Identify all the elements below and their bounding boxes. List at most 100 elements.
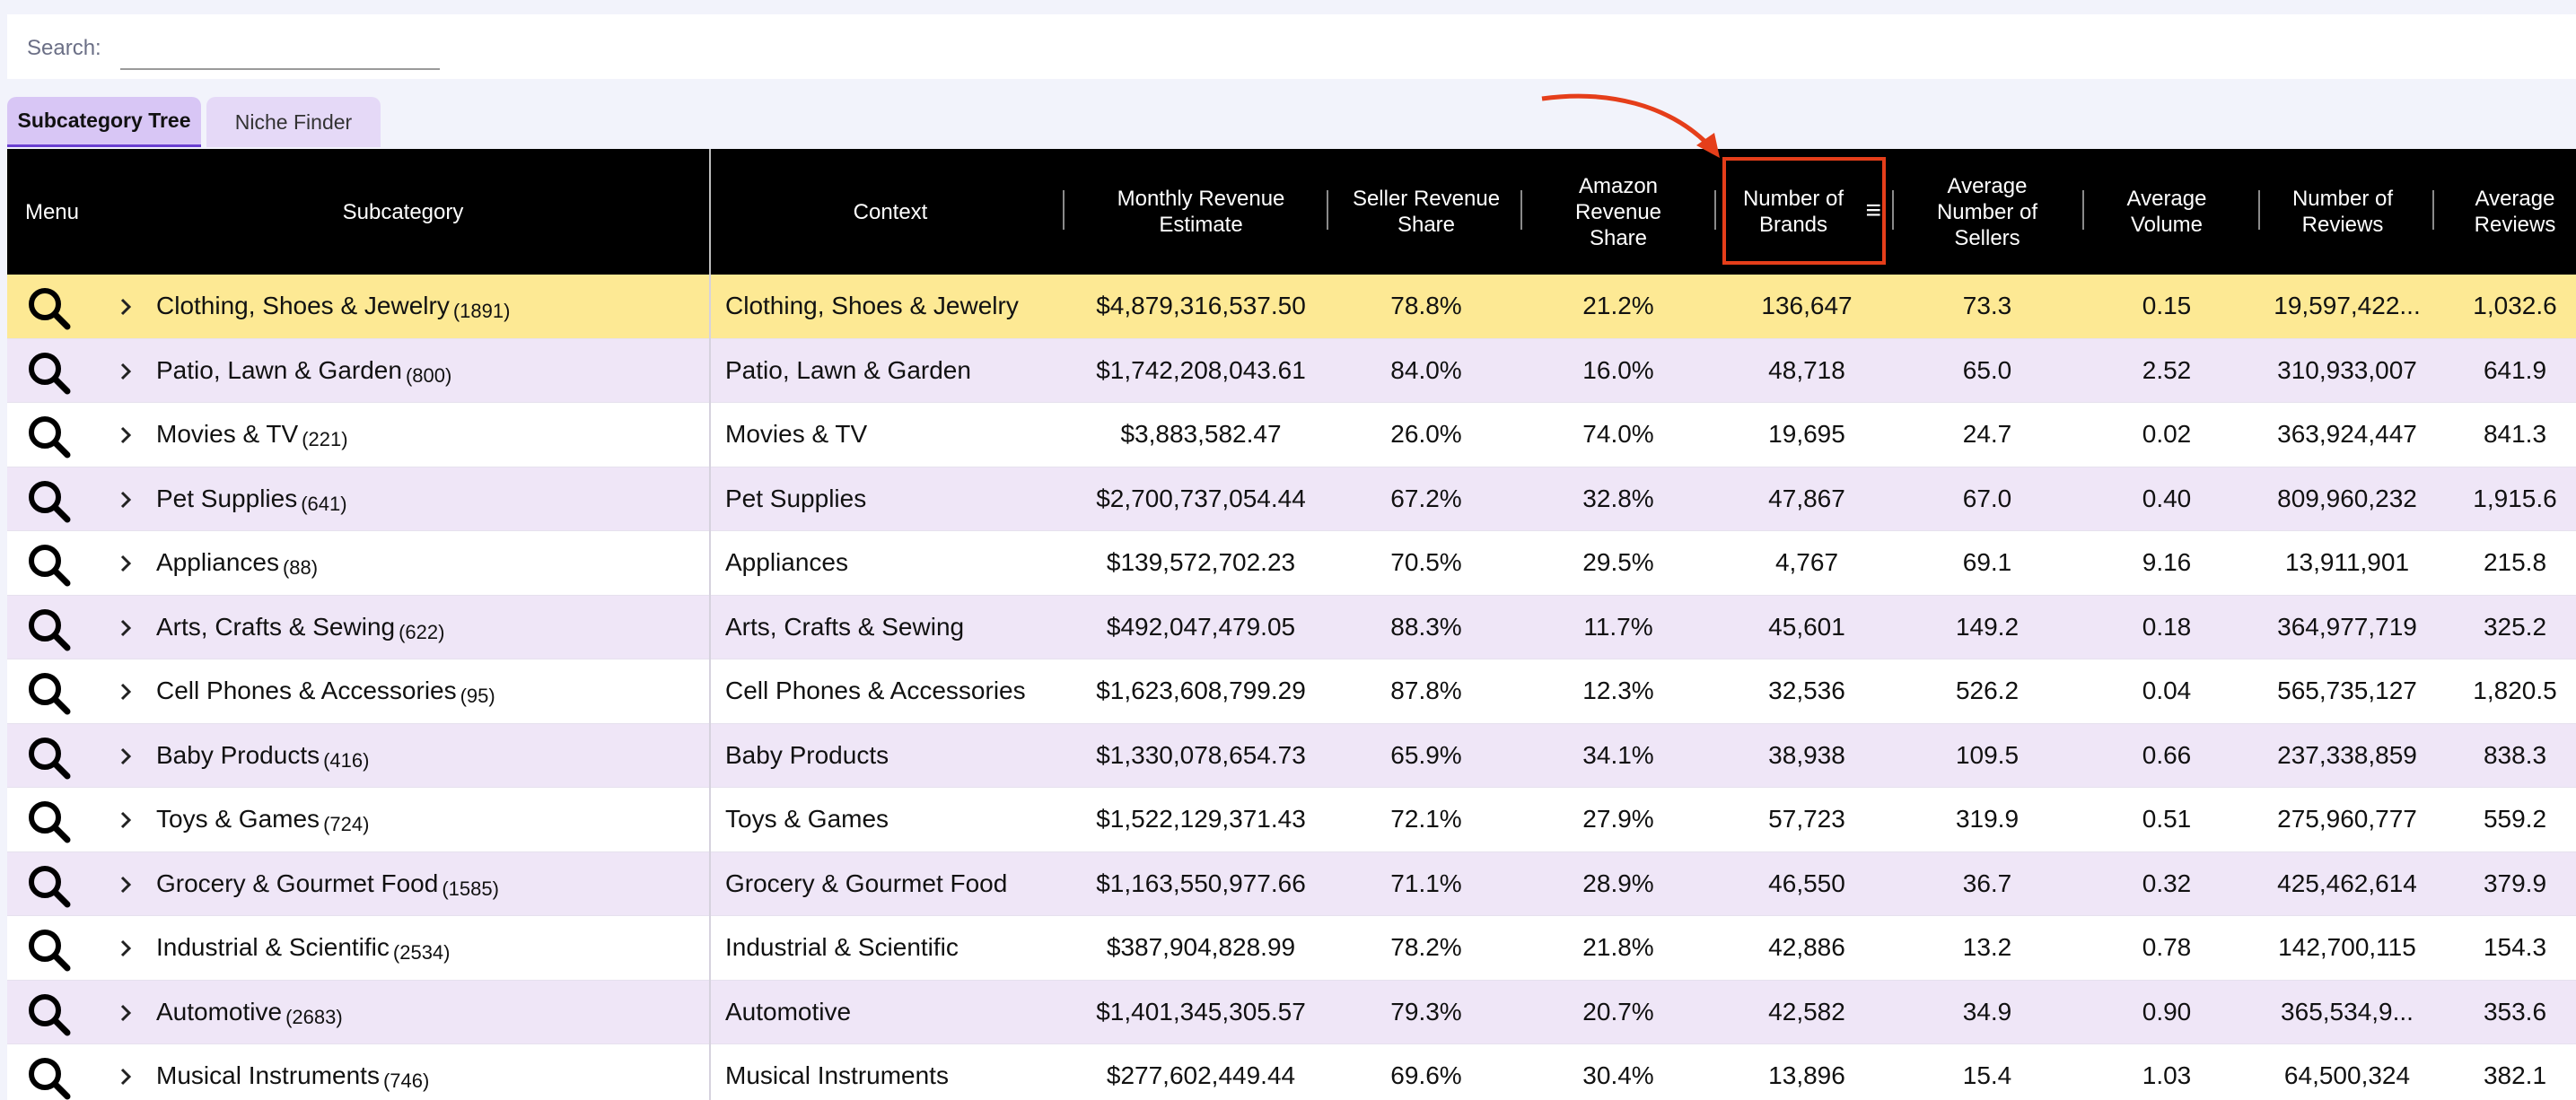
- revenue-cell: $1,401,345,305.57: [1096, 997, 1306, 1026]
- search-icon[interactable]: [25, 670, 72, 715]
- column-resize-handle[interactable]: [1892, 190, 1894, 230]
- table-row[interactable]: Grocery & Gourmet Food (1585) Grocery & …: [7, 851, 2576, 916]
- column-resize-handle[interactable]: [1520, 190, 1522, 230]
- table-row[interactable]: Cell Phones & Accessories (95) Cell Phon…: [7, 659, 2576, 724]
- table-row[interactable]: Appliances (88) Appliances $139,572,702.…: [7, 531, 2576, 596]
- search-icon[interactable]: [25, 735, 72, 780]
- subcategory-cell[interactable]: Movies & TV (221): [156, 403, 695, 466]
- avg-sellers-cell: 526.2: [1955, 677, 2020, 704]
- column-header-subcategory[interactable]: Subcategory: [342, 199, 464, 224]
- context-cell: Automotive: [725, 997, 852, 1026]
- table-row[interactable]: Pet Supplies (641) Pet Supplies $2,700,7…: [7, 467, 2576, 531]
- subcategory-cell[interactable]: Baby Products (416): [156, 724, 695, 787]
- column-header-context[interactable]: Context: [853, 199, 928, 224]
- search-input[interactable]: [120, 34, 440, 70]
- avg-reviews-cell: 1,032.6: [2473, 292, 2557, 319]
- column-header-seller-share[interactable]: Seller Revenue Share: [1352, 187, 1501, 237]
- search-icon[interactable]: [25, 350, 72, 395]
- brands-cell: 46,550: [1768, 869, 1845, 897]
- column-header-num-reviews[interactable]: Number of Reviews: [2291, 187, 2394, 237]
- chevron-right-icon[interactable]: [115, 615, 136, 641]
- tab-subcategory-tree[interactable]: Subcategory Tree: [7, 97, 201, 147]
- subcategory-name: Cell Phones & Accessories: [156, 677, 457, 704]
- search-icon[interactable]: [25, 863, 72, 908]
- chevron-right-icon[interactable]: [115, 423, 136, 448]
- subcategory-name: Toys & Games: [156, 805, 320, 833]
- chevron-right-icon[interactable]: [115, 294, 136, 319]
- grid-body: Clothing, Shoes & Jewelry (1891) Clothin…: [7, 275, 2576, 1100]
- subcategory-cell[interactable]: Automotive (2683): [156, 981, 695, 1043]
- chevron-right-icon[interactable]: [115, 359, 136, 384]
- subcategory-cell[interactable]: Clothing, Shoes & Jewelry (1891): [156, 275, 695, 337]
- num-reviews-cell: 365,534,9...: [2281, 997, 2414, 1026]
- search-icon[interactable]: [25, 799, 72, 843]
- subcategory-cell[interactable]: Toys & Games (724): [156, 788, 695, 851]
- subcategory-cell[interactable]: Pet Supplies (641): [156, 467, 695, 530]
- subcategory-cell[interactable]: Musical Instruments (746): [156, 1044, 695, 1100]
- data-grid: Menu Subcategory Context Monthly Revenue…: [7, 149, 2576, 1100]
- subcategory-cell[interactable]: Patio, Lawn & Garden (800): [156, 339, 695, 402]
- table-row[interactable]: Industrial & Scientific (2534) Industria…: [7, 916, 2576, 981]
- column-resize-handle[interactable]: [2432, 190, 2434, 230]
- column-resize-handle[interactable]: [2082, 190, 2084, 230]
- table-row[interactable]: Automotive (2683) Automotive $1,401,345,…: [7, 980, 2576, 1044]
- search-icon[interactable]: [25, 285, 72, 330]
- avg-sellers-cell: 319.9: [1955, 805, 2020, 833]
- column-header-avg-reviews[interactable]: Average Reviews: [2474, 187, 2556, 237]
- chevron-right-icon[interactable]: [115, 808, 136, 833]
- chevron-right-icon[interactable]: [115, 936, 136, 961]
- seller-share-cell: 87.8%: [1390, 677, 1462, 704]
- column-header-amazon-share[interactable]: Amazon Revenue Share: [1574, 173, 1662, 250]
- chevron-right-icon[interactable]: [115, 487, 136, 512]
- amazon-share-cell: 21.8%: [1582, 933, 1654, 961]
- column-resize-handle[interactable]: [2258, 190, 2260, 230]
- avg-reviews-cell: 379.9: [2483, 869, 2547, 897]
- subcategory-cell[interactable]: Cell Phones & Accessories (95): [156, 659, 695, 722]
- subcategory-cell[interactable]: Industrial & Scientific (2534): [156, 916, 695, 979]
- context-cell: Clothing, Shoes & Jewelry: [725, 292, 1019, 319]
- subcategory-cell[interactable]: Appliances (88): [156, 531, 695, 594]
- column-resize-handle[interactable]: [1327, 190, 1328, 230]
- chevron-right-icon[interactable]: [115, 679, 136, 704]
- chevron-right-icon[interactable]: [115, 1000, 136, 1026]
- table-row[interactable]: Baby Products (416) Baby Products $1,330…: [7, 723, 2576, 788]
- table-row[interactable]: Arts, Crafts & Sewing (622) Arts, Crafts…: [7, 595, 2576, 659]
- column-divider: [709, 275, 711, 1100]
- column-header-avg-sellers[interactable]: Average Number of Sellers: [1936, 173, 2038, 250]
- context-cell: Movies & TV: [725, 420, 868, 448]
- tab-niche-finder[interactable]: Niche Finder: [206, 97, 381, 147]
- column-resize-handle[interactable]: [1714, 190, 1716, 230]
- search-bar: Search:: [7, 14, 2576, 79]
- subcategory-cell[interactable]: Grocery & Gourmet Food (1585): [156, 852, 695, 915]
- column-header-monthly-revenue[interactable]: Monthly Revenue Estimate: [1117, 187, 1285, 237]
- table-row[interactable]: Clothing, Shoes & Jewelry (1891) Clothin…: [7, 275, 2576, 339]
- search-icon[interactable]: [25, 414, 72, 458]
- chevron-right-icon[interactable]: [115, 551, 136, 576]
- column-header-menu[interactable]: Menu: [24, 199, 80, 224]
- column-header-avg-volume[interactable]: Average Volume: [2126, 187, 2207, 237]
- column-resize-handle[interactable]: [1063, 190, 1065, 230]
- chevron-right-icon[interactable]: [115, 872, 136, 897]
- subcategory-cell[interactable]: Arts, Crafts & Sewing (622): [156, 596, 695, 659]
- column-header-brands[interactable]: Number of Brands: [1742, 187, 1844, 237]
- brands-cell: 136,647: [1761, 292, 1853, 319]
- avg-volume-cell: 0.66: [2142, 740, 2192, 769]
- num-reviews-cell: 425,462,614: [2277, 869, 2417, 897]
- search-icon[interactable]: [25, 542, 72, 587]
- revenue-cell: $387,904,828.99: [1106, 933, 1296, 961]
- avg-reviews-cell: 382.1: [2483, 1061, 2547, 1089]
- seller-share-cell: 71.1%: [1390, 869, 1462, 897]
- table-row[interactable]: Movies & TV (221) Movies & TV $3,883,582…: [7, 403, 2576, 467]
- chevron-right-icon[interactable]: [115, 744, 136, 769]
- table-row[interactable]: Musical Instruments (746) Musical Instru…: [7, 1044, 2576, 1100]
- table-row[interactable]: Toys & Games (724) Toys & Games $1,522,1…: [7, 788, 2576, 852]
- search-icon[interactable]: [25, 991, 72, 1036]
- column-menu-button[interactable]: ≡: [1856, 149, 1888, 275]
- subcategory-count: (88): [282, 556, 319, 579]
- table-row[interactable]: Patio, Lawn & Garden (800) Patio, Lawn &…: [7, 338, 2576, 403]
- search-icon[interactable]: [25, 927, 72, 972]
- search-icon[interactable]: [25, 607, 72, 651]
- search-icon[interactable]: [25, 478, 72, 523]
- chevron-right-icon[interactable]: [115, 1064, 136, 1089]
- search-icon[interactable]: [25, 1055, 72, 1100]
